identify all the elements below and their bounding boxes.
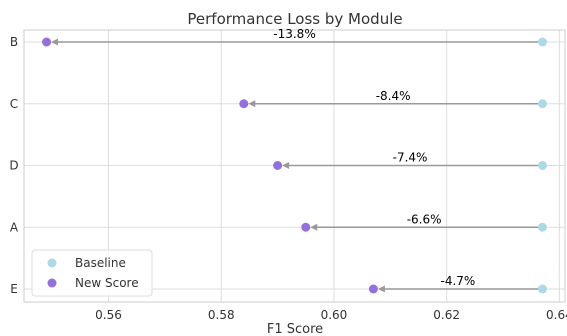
arrow-head-b — [51, 38, 59, 46]
baseline-point-a — [537, 222, 547, 232]
baseline-point-c — [537, 99, 547, 109]
y-tick-label-c: C — [10, 97, 18, 111]
annotations: -13.8% -8.4% -7.4% -6.6% -4.7% — [273, 27, 475, 288]
change-label-c: -8.4% — [376, 89, 411, 103]
legend-marker-new-score — [47, 278, 57, 288]
x-tick-label-1: 0.58 — [208, 308, 235, 322]
arrows — [51, 38, 543, 293]
x-tick-label-2: 0.60 — [321, 308, 348, 322]
change-label-b: -13.8% — [273, 27, 315, 41]
new-score-point-c — [239, 99, 249, 109]
change-label-d: -7.4% — [393, 151, 428, 165]
new-score-point-a — [301, 222, 311, 232]
new-score-point-d — [273, 161, 283, 170]
arrow-head-c — [248, 100, 256, 108]
x-ticks: 0.56 0.58 0.60 0.62 0.64 — [95, 308, 567, 322]
chart-title: Performance Loss by Module — [187, 10, 402, 28]
arrow-head-e — [377, 285, 385, 293]
legend-label-new-score: New Score — [75, 276, 139, 290]
baseline-point-d — [537, 161, 547, 170]
y-tick-label-a: A — [10, 220, 19, 234]
legend-box — [31, 249, 153, 297]
new-score-point-b — [42, 37, 52, 47]
change-label-e: -4.7% — [441, 274, 476, 288]
x-tick-label-4: 0.64 — [546, 308, 567, 322]
baseline-point-b — [537, 37, 547, 47]
change-label-a: -6.6% — [407, 212, 442, 226]
arrow-head-d — [282, 162, 290, 169]
plot-frame — [23, 29, 566, 303]
legend: Baseline New Score — [31, 249, 153, 297]
y-tick-label-b: B — [10, 35, 18, 49]
baseline-point-e — [537, 284, 547, 294]
legend-label-baseline: Baseline — [75, 256, 126, 270]
y-tick-label-e: E — [10, 282, 18, 296]
y-ticks: B C D A E — [9, 35, 19, 296]
new-score-point-e — [368, 284, 378, 294]
x-axis-label: F1 Score — [267, 322, 323, 336]
x-tick-label-0: 0.56 — [95, 308, 122, 322]
arrow-head-a — [310, 223, 318, 231]
points — [42, 37, 547, 294]
x-tick-label-3: 0.62 — [433, 308, 460, 322]
legend-marker-baseline — [47, 258, 57, 268]
y-tick-label-d: D — [9, 159, 18, 173]
